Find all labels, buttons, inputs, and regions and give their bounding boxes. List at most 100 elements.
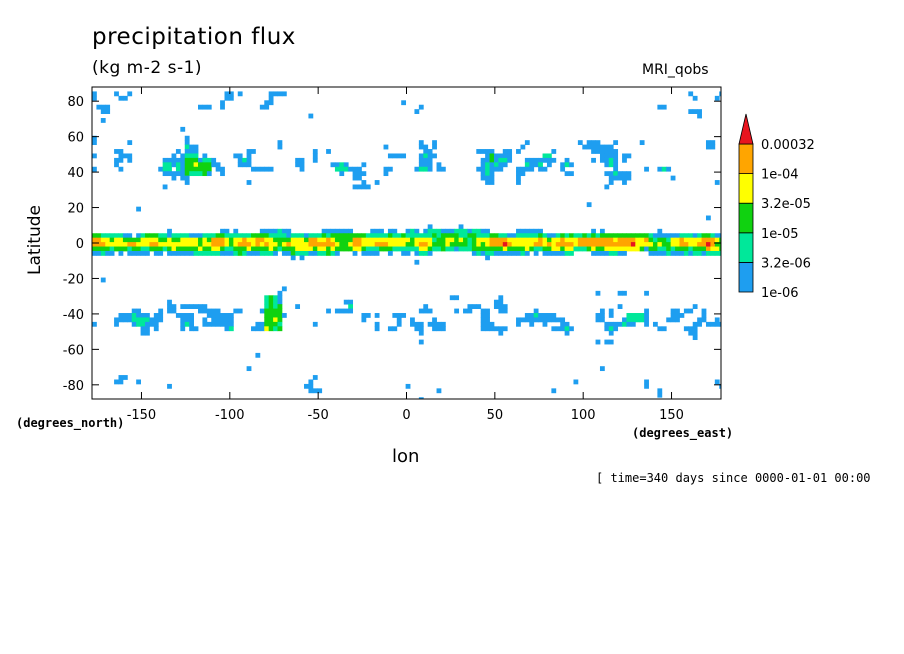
contour-cell [445, 228, 451, 234]
contour-cell [573, 237, 579, 243]
contour-cell [246, 366, 252, 372]
contour-cell [317, 233, 323, 239]
contour-cell [92, 166, 97, 172]
contour-cell [688, 242, 694, 247]
contour-cell [127, 157, 133, 163]
contour-cell [661, 326, 667, 332]
contour-cell [92, 91, 97, 97]
contour-cell [542, 233, 548, 239]
contour-cell [546, 313, 552, 318]
contour-cell [290, 255, 296, 261]
contour-cell [374, 246, 380, 252]
contour-cell [339, 162, 345, 168]
contour-cell [666, 242, 672, 247]
contour-cell [189, 233, 194, 239]
contour-cell [268, 304, 274, 309]
contour-cell [701, 313, 707, 318]
contour-cell [343, 299, 349, 305]
contour-cell [268, 237, 274, 243]
contour-cell [312, 375, 318, 380]
contour-cell [228, 321, 234, 327]
contour-cell [657, 228, 663, 234]
contour-cell [617, 246, 623, 252]
contour-cell [516, 233, 521, 239]
contour-cell [683, 237, 689, 243]
contour-cell [374, 326, 380, 332]
contour-cell [167, 157, 172, 163]
contour-cell [184, 144, 190, 150]
contour-cell [237, 233, 243, 239]
contour-cell [529, 228, 535, 234]
contour-cell [264, 321, 270, 327]
contour-cell [569, 326, 574, 332]
y-tick-label: 20 [67, 202, 84, 217]
contour-cell [246, 246, 252, 252]
contour-cell [277, 321, 283, 327]
contour-cell [533, 237, 539, 243]
contour-cell [206, 104, 212, 110]
contour-cell [476, 149, 482, 154]
contour-cell [118, 153, 124, 159]
contour-cell [189, 326, 194, 332]
contour-cell [719, 233, 722, 239]
contour-cell [569, 237, 574, 243]
contour-cell [560, 166, 566, 172]
contour-cell [383, 171, 389, 177]
contour-cell [675, 308, 680, 314]
contour-cell [648, 246, 654, 252]
contour-cell [635, 246, 641, 252]
contour-cell [273, 326, 278, 332]
contour-cell [175, 237, 181, 243]
contour-cell [162, 171, 168, 177]
contour-cell [648, 242, 654, 247]
contour-cell [604, 233, 610, 239]
contour-cell [184, 233, 190, 239]
contour-cell [379, 233, 384, 239]
contour-cell [622, 180, 627, 185]
contour-cell [295, 162, 301, 168]
contour-cell [127, 153, 133, 159]
contour-cell [228, 246, 234, 252]
contour-cell [551, 233, 557, 239]
contour-cell [622, 233, 627, 239]
contour-cell [343, 246, 349, 252]
contour-cell [286, 233, 292, 239]
contour-cell [507, 242, 513, 247]
contour-cell [365, 233, 371, 239]
contour-cell [573, 246, 579, 252]
contour-cell [180, 175, 186, 181]
contour-cell [524, 166, 530, 172]
contour-cell [281, 250, 287, 256]
contour-cell [224, 317, 230, 323]
contour-cell [692, 330, 698, 336]
contour-cell [202, 166, 208, 172]
contour-cell [330, 237, 336, 243]
contour-cell [114, 91, 119, 97]
contour-cell [268, 313, 274, 318]
contour-cell [92, 237, 97, 243]
contour-cell [255, 237, 261, 243]
contour-cell [542, 153, 548, 159]
contour-cell [334, 308, 340, 314]
contour-cell [714, 379, 720, 385]
contour-cell [206, 237, 212, 243]
contour-cell [485, 308, 490, 314]
contour-cell [295, 233, 301, 239]
contour-cell [644, 383, 649, 389]
contour-cell [92, 321, 97, 327]
colorbar-swatch [738, 202, 754, 234]
contour-cell [264, 299, 270, 305]
contour-cell [273, 317, 278, 323]
contour-cell [145, 246, 150, 252]
contour-cell [136, 237, 141, 243]
contour-cell [551, 242, 557, 247]
contour-cell [273, 308, 278, 314]
contour-cell [198, 242, 203, 247]
contour-cell [489, 321, 495, 327]
contour-cell [114, 233, 119, 239]
contour-cell [167, 250, 172, 256]
contour-cell [432, 233, 437, 239]
contour-cell [498, 308, 504, 314]
contour-cell [312, 250, 318, 256]
contour-cell [237, 242, 243, 247]
